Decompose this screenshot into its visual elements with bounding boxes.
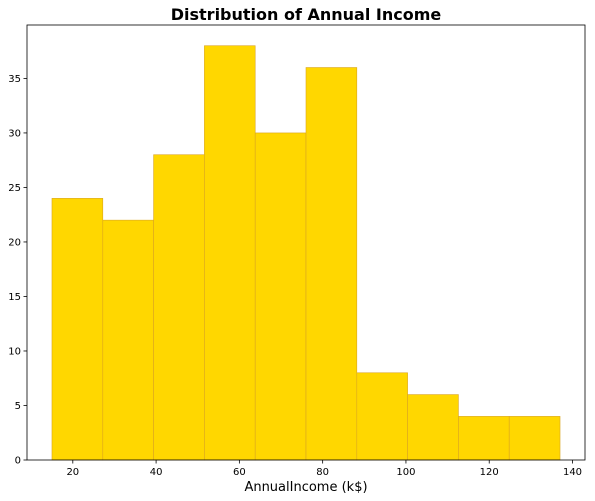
histogram-bar (204, 45, 256, 461)
chart-title: Distribution of Annual Income (171, 5, 442, 24)
y-tick-label: 0 (15, 456, 21, 467)
histogram-bar (356, 372, 408, 461)
x-tick-label: 40 (150, 467, 163, 478)
x-axis-label: AnnualIncome (k$) (244, 480, 367, 495)
x-tick-label: 20 (66, 467, 79, 478)
x-tick-label: 120 (480, 467, 499, 478)
x-axis: 20 40 60 80 100 120 140 (66, 460, 582, 478)
bars-group (51, 45, 561, 461)
plot-frame (26, 24, 586, 461)
x-tick-label: 80 (316, 467, 329, 478)
y-tick-label: 25 (8, 183, 21, 194)
x-tick-label: 100 (396, 467, 415, 478)
histogram-bar (508, 416, 561, 461)
histogram-bar (407, 394, 459, 461)
histogram-bar (458, 416, 510, 461)
histogram-bar (51, 198, 104, 461)
histogram-bar (254, 132, 307, 461)
y-axis: 0 5 10 15 20 25 30 35 (8, 74, 27, 467)
histogram-bar (305, 67, 358, 461)
y-tick-label: 10 (8, 346, 21, 357)
y-tick-label: 15 (8, 292, 21, 303)
y-tick-label: 20 (8, 237, 21, 248)
y-tick-label: 30 (8, 128, 21, 139)
x-tick-label: 60 (233, 467, 246, 478)
histogram-bar (153, 154, 205, 461)
y-tick-label: 5 (15, 401, 21, 412)
histogram-bar (102, 219, 154, 461)
x-tick-label: 140 (563, 467, 582, 478)
y-tick-label: 35 (8, 74, 21, 85)
